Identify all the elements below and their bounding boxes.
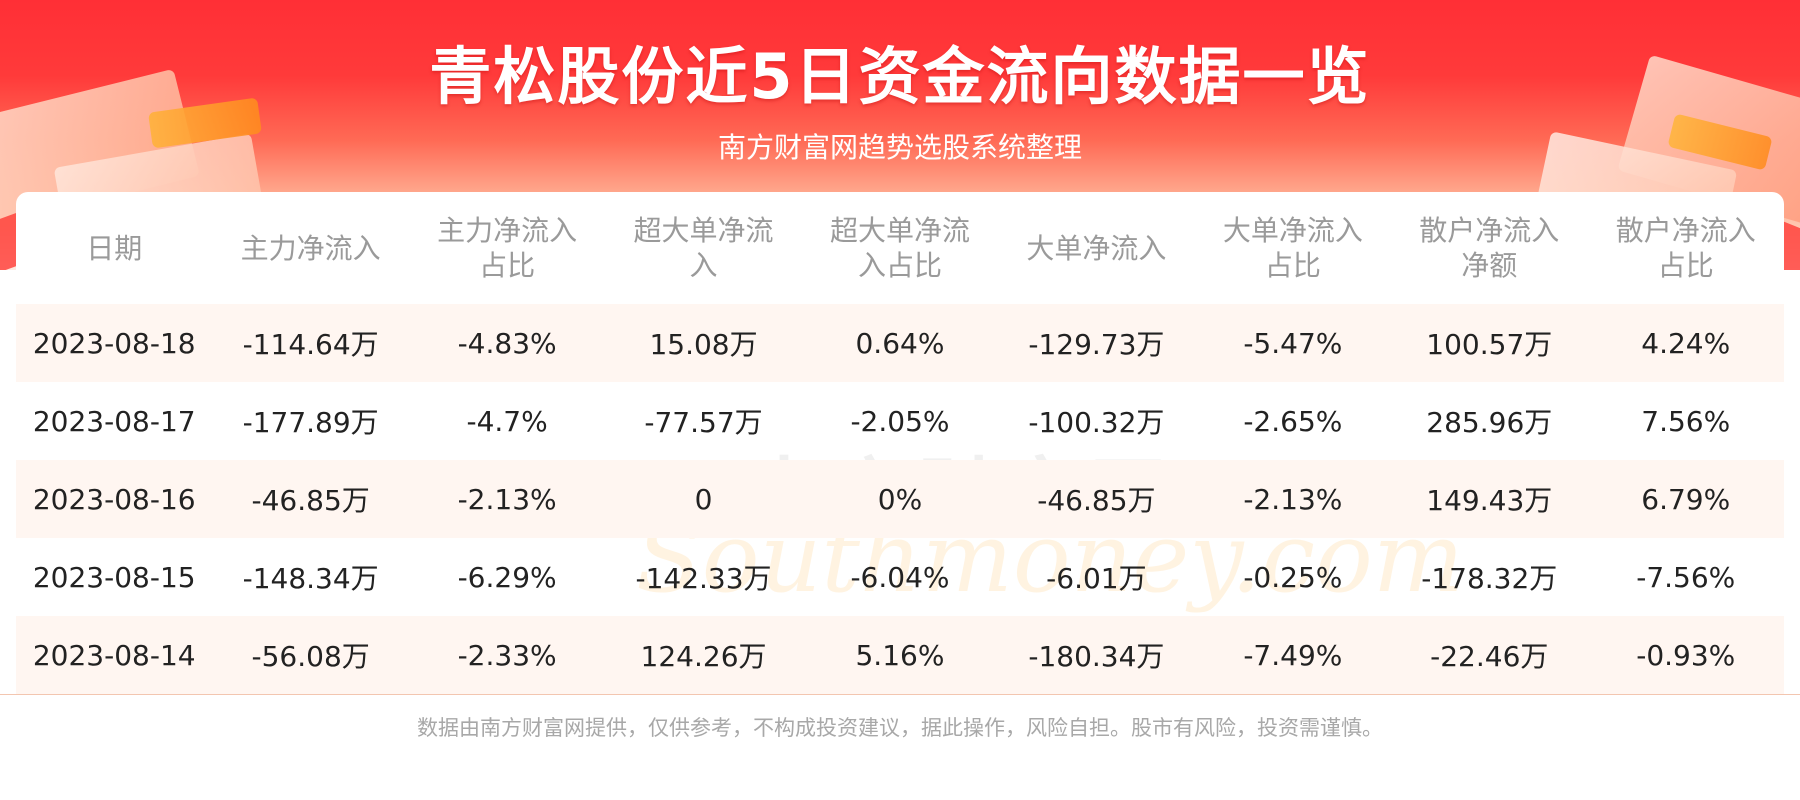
value-cell: -5.47%: [1194, 304, 1392, 382]
value-cell: -77.57万: [644, 406, 763, 439]
value-cell: -177.89万: [242, 406, 379, 439]
value-cell: -2.65%: [1243, 404, 1343, 438]
value-cell: 15.08万: [605, 304, 802, 382]
value-cell: -6.29%: [457, 560, 557, 594]
value-cell: -46.85万: [212, 460, 409, 538]
value-cell: -148.34万: [242, 562, 379, 595]
page-subtitle: 南方财富网趋势选股系统整理: [717, 131, 1082, 164]
value-cell: -2.13%: [1194, 460, 1392, 538]
value-cell: -100.32万: [1028, 406, 1165, 439]
footer-disclaimer: 数据由南方财富网提供，仅供参考，不构成投资建议，据此操作，风险自担。股市有风险，…: [417, 716, 1383, 740]
value-cell: -46.85万: [998, 460, 1195, 538]
column-header: 超大单净流入: [633, 214, 774, 282]
table-row: 2023-08-18 -114.64万 -4.83% 15.08万 0.64% -129.…: [16, 304, 1784, 382]
table-row: 2023-08-15 -148.34万 -6.29% -142.33万 -6.04% -6…: [16, 538, 1784, 616]
table-row: 2023-08-16 -46.85万 -2.13% 0 0% -46.85万 -2.13% 1…: [16, 460, 1784, 538]
value-cell: -4.7%: [466, 404, 548, 438]
value-cell: 285.96万: [1426, 406, 1553, 439]
page-title: 青松股份近5日资金流向数据一览: [429, 40, 1371, 113]
date-cell: 2023-08-18: [16, 304, 213, 382]
data-card: 南方财富网 Southmoney.com 日期主力净流入主力净流入占比超大单净流…: [16, 192, 1784, 702]
value-cell: -4.83%: [408, 304, 606, 382]
value-cell: -142.33万: [635, 562, 772, 595]
value-cell: 0.64%: [801, 304, 999, 382]
column-header: 超大单净流 入占比: [829, 214, 970, 282]
value-cell: -7.49%: [1194, 616, 1392, 694]
value-cell: -129.73万: [998, 304, 1195, 382]
column-header: 主力净流入 占比: [437, 214, 578, 282]
value-cell: -6.04%: [850, 560, 950, 594]
value-cell: 5.16%: [801, 616, 999, 694]
value-cell: -0.25%: [1243, 560, 1343, 594]
column-header: 日期: [86, 231, 143, 265]
column-header: 散户净流入 占比: [1615, 214, 1756, 282]
date-cell: 2023-08-16: [16, 460, 213, 538]
value-cell: -2.05%: [850, 404, 950, 438]
value-cell: 7.56%: [1641, 404, 1731, 438]
column-header: 主力净流入: [240, 231, 381, 265]
fund-flow-table: 日期 主力净流入 主力净流入 占比 超大单净流入超大单净流 入占比 大单净流入 大单净流入 占比…: [16, 192, 1784, 694]
date-cell: 2023-08-14: [16, 616, 213, 694]
value-cell: -2.13%: [408, 460, 606, 538]
footer-divider: [0, 694, 1800, 695]
value-cell: -180.34万: [998, 616, 1195, 694]
table-row: 2023-08-17 -177.89万 -4.7% -77.57万 -2.05% -100…: [16, 382, 1784, 460]
value-cell: 0: [605, 460, 802, 538]
table-body: 2023-08-18 -114.64万 -4.83% 15.08万 0.64% -129.…: [16, 304, 1784, 694]
column-header: 大单净流入 占比: [1222, 214, 1363, 282]
value-cell: -178.32万: [1421, 562, 1558, 595]
date-cell: 2023-08-17: [32, 404, 196, 438]
value-cell: 4.24%: [1587, 304, 1784, 382]
value-cell: -0.93%: [1587, 616, 1784, 694]
value-cell: 124.26万: [605, 616, 802, 694]
value-cell: 6.79%: [1587, 460, 1784, 538]
column-header: 散户净流入 净额: [1419, 214, 1560, 282]
value-cell: 149.43万: [1391, 460, 1588, 538]
value-cell: -22.46万: [1391, 616, 1588, 694]
value-cell: -114.64万: [212, 304, 409, 382]
value-cell: 100.57万: [1391, 304, 1588, 382]
column-header: 大单净流入: [1026, 231, 1167, 265]
value-cell: -2.33%: [408, 616, 606, 694]
table-header-row: 日期 主力净流入 主力净流入 占比 超大单净流入超大单净流 入占比 大单净流入 大单净流入 占比…: [16, 192, 1784, 304]
value-cell: -7.56%: [1636, 560, 1736, 594]
date-cell: 2023-08-15: [32, 560, 196, 594]
value-cell: 0%: [801, 460, 999, 538]
table-row: 2023-08-14 -56.08万 -2.33% 124.26万 5.16% -180.…: [16, 616, 1784, 694]
value-cell: -6.01万: [1046, 562, 1147, 595]
value-cell: -56.08万: [212, 616, 409, 694]
